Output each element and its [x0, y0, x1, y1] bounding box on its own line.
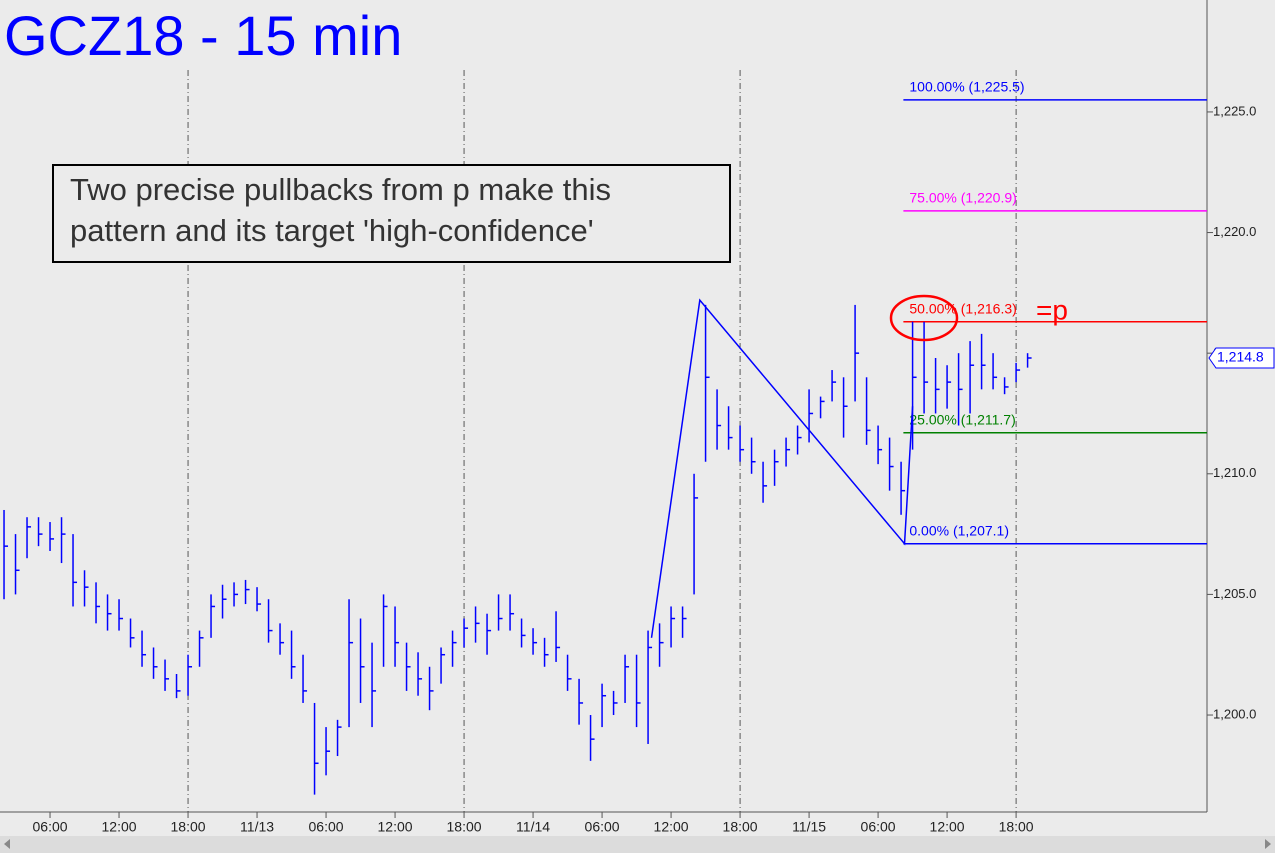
- plot: 1,200.01,205.01,210.01,215.01,220.01,225…: [3, 70, 1275, 835]
- marker-text: =p: [1036, 294, 1068, 325]
- fib-label: 50.00% (1,216.3): [909, 301, 1016, 317]
- y-tick-label: 1,205.0: [1213, 586, 1256, 601]
- x-tick-label: 06:00: [861, 819, 896, 835]
- y-tick-label: 1,210.0: [1213, 465, 1256, 480]
- scroll-right[interactable]: [1265, 839, 1271, 849]
- x-tick-label: 12:00: [378, 819, 413, 835]
- x-tick-label: 11/13: [240, 819, 274, 835]
- last-price-tag: [1208, 347, 1275, 369]
- fib-label: 75.00% (1,220.9): [909, 190, 1016, 206]
- y-tick-label: 1,200.0: [1213, 706, 1256, 721]
- fib-label: 25.00% (1,211.7): [909, 411, 1015, 427]
- x-tick-label: 18:00: [723, 819, 758, 835]
- annotation-line: pattern and its target 'high-confidence': [70, 213, 594, 248]
- x-tick-label: 06:00: [309, 819, 344, 835]
- annotation-box: [52, 164, 731, 263]
- y-tick-label: 1,220.0: [1213, 224, 1256, 239]
- scroll-left[interactable]: [4, 839, 10, 849]
- x-tick-label: 18:00: [999, 819, 1034, 835]
- x-tick-label: 12:00: [102, 819, 137, 835]
- fib-label: 100.00% (1,225.5): [909, 79, 1024, 95]
- x-tick-label: 11/14: [516, 819, 550, 835]
- x-tick-label: 06:00: [33, 819, 68, 835]
- x-tick-label: 18:00: [171, 819, 206, 835]
- x-tick-label: 06:00: [585, 819, 620, 835]
- last-price-label: 1,214.8: [1217, 349, 1264, 365]
- pattern-line: [650, 298, 914, 638]
- x-tick-label: 12:00: [930, 819, 965, 835]
- scrollbar[interactable]: [0, 836, 1275, 853]
- annotation-line: Two precise pullbacks from p make this: [70, 172, 611, 207]
- x-tick-label: 18:00: [447, 819, 482, 835]
- x-tick-label: 12:00: [654, 819, 689, 835]
- x-tick-label: 11/15: [792, 819, 826, 835]
- fib-label: 0.00% (1,207.1): [909, 522, 1009, 538]
- chart-title: GCZ18 - 15 min: [4, 4, 402, 67]
- highlight-ellipse: [889, 294, 959, 342]
- y-tick-label: 1,225.0: [1213, 103, 1256, 118]
